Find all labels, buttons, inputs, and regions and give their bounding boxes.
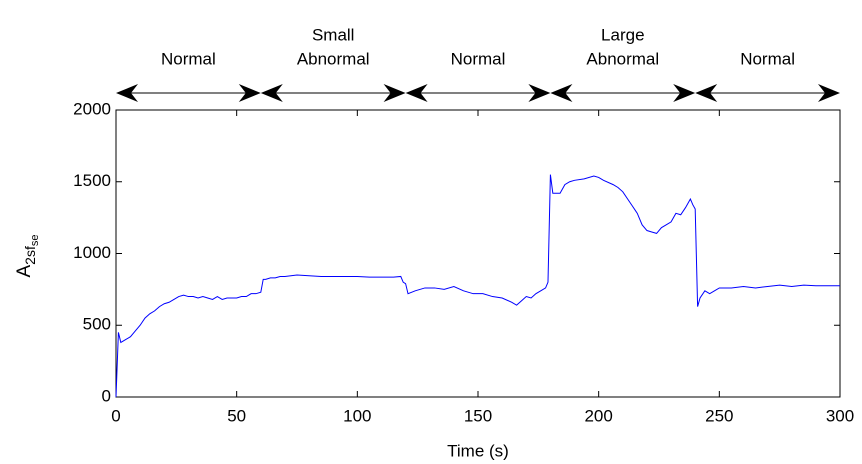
segment-label: Abnormal [297, 49, 370, 68]
arrow-head [116, 84, 138, 102]
arrow-head [673, 84, 696, 102]
segment-label: Large [601, 25, 644, 44]
y-tick-label: 2000 [73, 99, 111, 118]
segment-label: Normal [451, 49, 506, 68]
x-tick-label: 50 [227, 406, 246, 425]
y-label-base: A [14, 265, 35, 278]
y-tick-label: 1500 [73, 171, 111, 190]
x-tick-label: 300 [826, 406, 854, 425]
arrow-head [383, 84, 406, 102]
x-tick-label: 200 [584, 406, 612, 425]
y-tick-label: 500 [83, 315, 111, 334]
arrow-head [695, 84, 718, 102]
x-tick-label: 0 [111, 406, 120, 425]
y-label-sub: 2sf [22, 246, 38, 265]
arrow-head [260, 84, 283, 102]
segment-label: Abnormal [586, 49, 659, 68]
y-label-subsub: se [29, 235, 41, 247]
x-tick-label: 100 [343, 406, 371, 425]
x-tick-label: 150 [464, 406, 492, 425]
arrow-head [405, 84, 428, 102]
arrow-head [550, 84, 573, 102]
plot-frame [115, 109, 841, 398]
y-tick-label: 1000 [73, 243, 111, 262]
segment-label: Small [312, 25, 355, 44]
x-axis-label: Time (s) [447, 441, 509, 460]
y-tick-label: 0 [102, 386, 111, 405]
x-tick-label: 250 [705, 406, 733, 425]
arrow-head [238, 84, 261, 102]
arrow-head [818, 84, 840, 102]
data-line [115, 174, 840, 398]
segment-label: Normal [161, 49, 216, 68]
y-axis-label: A2sfse [14, 235, 41, 278]
segment-label: Normal [740, 49, 795, 68]
arrow-head [528, 84, 551, 102]
